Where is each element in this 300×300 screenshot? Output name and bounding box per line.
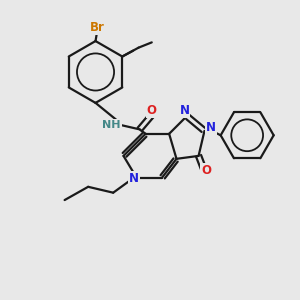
Text: NH: NH	[103, 120, 121, 130]
Text: O: O	[201, 164, 211, 177]
Text: N: N	[179, 104, 190, 117]
Text: N: N	[129, 172, 139, 185]
Text: Br: Br	[90, 21, 104, 34]
Text: O: O	[146, 104, 157, 117]
Text: N: N	[206, 121, 216, 134]
